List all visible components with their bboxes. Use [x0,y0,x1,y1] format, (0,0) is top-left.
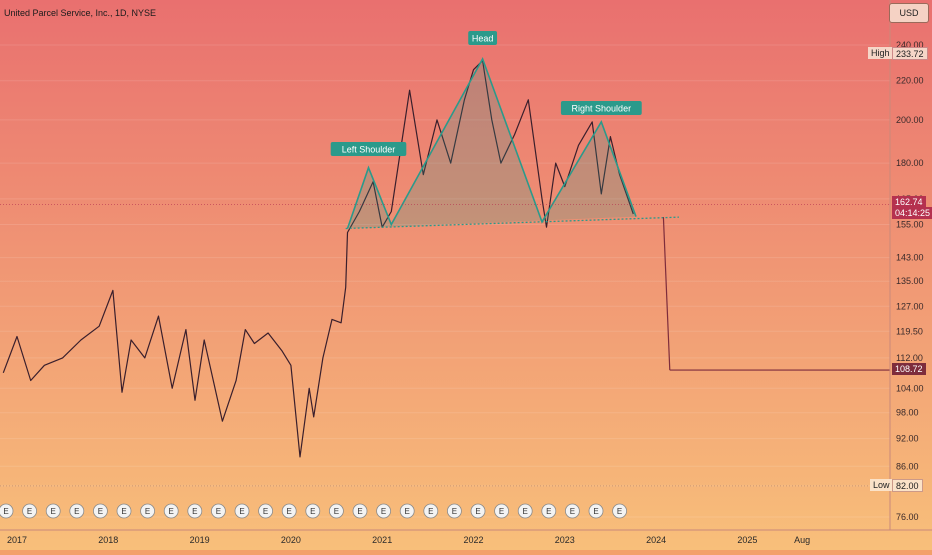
earnings-marker-letter: E [263,507,268,516]
earnings-marker-letter: E [192,507,197,516]
earnings-marker-letter: E [51,507,56,516]
earnings-marker-letter: E [452,507,457,516]
low-value: 82.00 [892,479,923,492]
head-label: Head [472,34,494,44]
high-value: 233.72 [892,47,928,60]
x-tick-label: 2020 [281,535,301,545]
earnings-marker-letter: E [593,507,598,516]
earnings-marker-letter: E [617,507,622,516]
x-tick-label: Aug [794,535,810,545]
high-label: High [868,47,893,59]
earnings-marker-letter: E [357,507,362,516]
left-shoulder-label: Left Shoulder [342,145,396,155]
y-tick-label: 119.50 [896,326,923,336]
y-tick-label: 98.00 [896,408,919,418]
earnings-marker-letter: E [216,507,221,516]
y-tick-label: 180.00 [896,158,924,168]
right-shoulder-label: Right Shoulder [572,104,632,114]
earnings-marker-letter: E [310,507,315,516]
y-tick-label: 104.00 [896,383,924,393]
y-tick-label: 135.00 [896,276,924,286]
x-tick-label: 2017 [7,535,27,545]
earnings-marker-letter: E [523,507,528,516]
earnings-marker-letter: E [405,507,410,516]
earnings-marker-letter: E [3,507,8,516]
earnings-marker-letter: E [74,507,79,516]
x-tick-label: 2023 [555,535,575,545]
target-price-tag: 108.72 [892,363,926,375]
x-tick-label: 2022 [463,535,483,545]
earnings-marker-letter: E [239,507,244,516]
x-tick-label: 2025 [737,535,757,545]
earnings-marker-letter: E [499,507,504,516]
earnings-marker-letter: E [98,507,103,516]
x-tick-label: 2019 [190,535,210,545]
y-tick-label: 143.00 [896,253,924,263]
countdown-tag: 04:14:25 [892,207,932,219]
earnings-marker-letter: E [169,507,174,516]
earnings-marker-letter: E [287,507,292,516]
earnings-marker-letter: E [27,507,32,516]
x-tick-label: 2024 [646,535,666,545]
x-tick-label: 2021 [372,535,392,545]
x-tick-label: 2018 [98,535,118,545]
earnings-marker-letter: E [145,507,150,516]
earnings-marker-letter: E [475,507,480,516]
low-label: Low [870,479,893,491]
y-tick-label: 200.00 [896,115,924,125]
y-tick-label: 76.00 [896,512,919,522]
earnings-marker-letter: E [546,507,551,516]
y-tick-label: 127.00 [896,301,924,311]
currency-button[interactable]: USD [889,3,929,23]
chart-title: United Parcel Service, Inc., 1D, NYSE [4,8,156,18]
y-tick-label: 92.00 [896,434,919,444]
y-tick-label: 220.00 [896,76,924,86]
earnings-marker-letter: E [570,507,575,516]
y-tick-label: 86.00 [896,461,919,471]
earnings-marker-letter: E [121,507,126,516]
earnings-marker-letter: E [334,507,339,516]
y-tick-label: 155.00 [896,219,924,229]
earnings-marker-letter: E [381,507,386,516]
earnings-marker-letter: E [428,507,433,516]
y-tick-label: 112.00 [896,353,923,363]
